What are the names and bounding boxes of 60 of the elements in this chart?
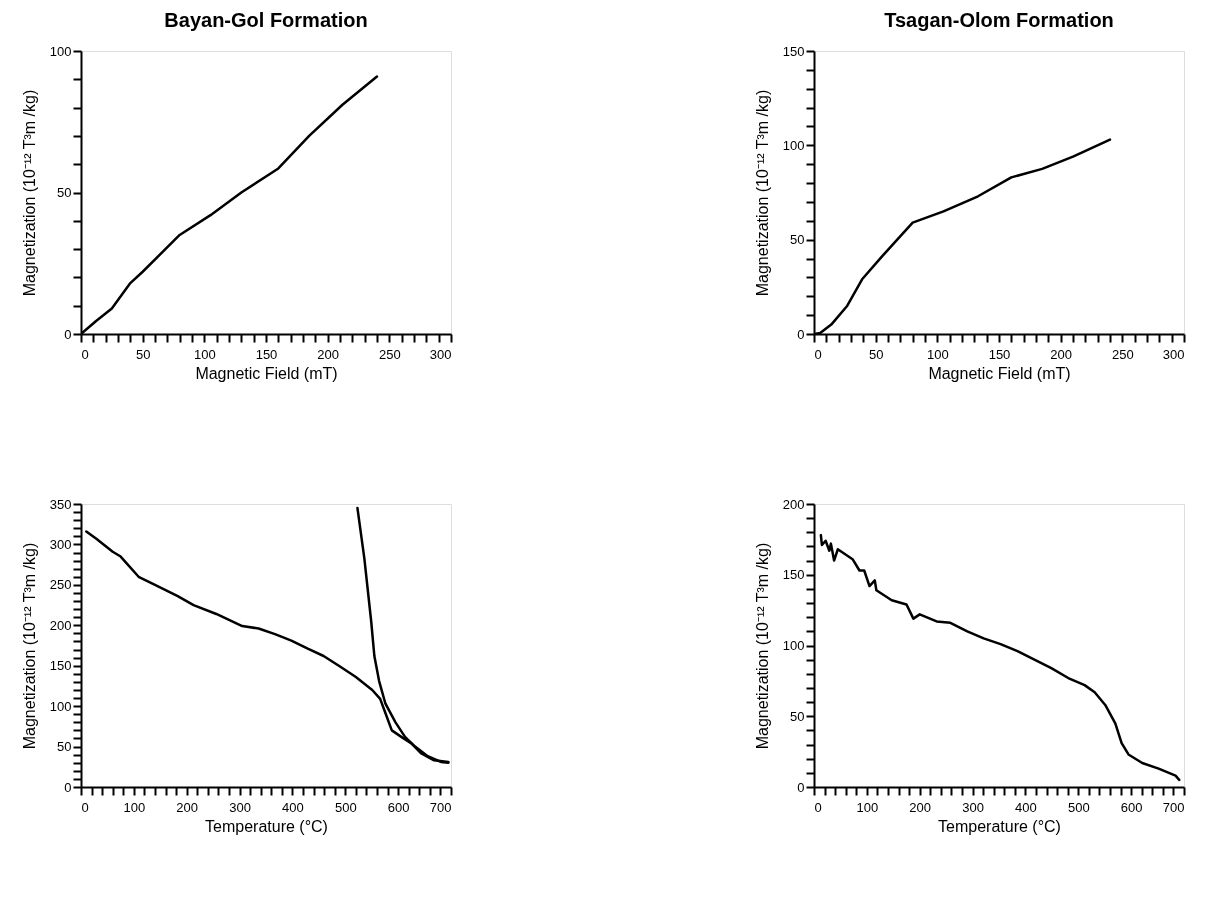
x-tick-label: 100 [123, 799, 146, 815]
x-axis-title: Temperature (°C) [938, 817, 1061, 835]
y-tick-label: 50 [57, 739, 72, 755]
x-tick-label: 0 [814, 799, 822, 815]
y-tick-label: 250 [49, 577, 72, 593]
x-tick-label: 150 [255, 346, 278, 362]
x-tick-label: 0 [814, 346, 822, 362]
x-tick-label: 250 [378, 346, 401, 362]
x-tick-label: 250 [1111, 346, 1134, 362]
x-tick-label: 50 [868, 346, 884, 362]
x-tick-label: 300 [229, 799, 251, 815]
x-tick-label: 150 [988, 346, 1011, 362]
x-axis-title: Temperature (°C) [205, 817, 328, 835]
x-tick-label: 600 [387, 799, 410, 815]
x-tick-label: 500 [334, 799, 357, 815]
y-axis-title: Magnetization (10⁻¹² T³m /kg) [20, 89, 38, 297]
y-tick-label: 200 [782, 496, 805, 512]
x-tick-label: 600 [1120, 799, 1143, 815]
y-tick-label: 150 [782, 567, 805, 583]
y-tick-label: 0 [797, 779, 805, 795]
x-tick-label: 200 [909, 799, 932, 815]
x-tick-label: 200 [1050, 346, 1073, 362]
x-axis-title: Magnetic Field (mT) [928, 364, 1071, 382]
x-tick-label: 100 [193, 346, 216, 362]
y-tick-label: 0 [64, 779, 72, 795]
y-axis-title: Magnetization (10⁻¹² T³m /kg) [753, 89, 771, 297]
y-tick-label: 50 [57, 185, 72, 200]
y-tick-label: 0 [64, 326, 72, 342]
y-tick-label: 0 [797, 326, 805, 342]
chart-title: Tsagan-Olom Formation [884, 9, 1114, 31]
y-axis-title: Magnetization (10⁻¹² T³m /kg) [753, 542, 771, 750]
x-tick-label: 500 [1067, 799, 1090, 815]
y-axis-title: Magnetization (10⁻¹² T³m /kg) [20, 542, 38, 750]
y-tick-label: 100 [49, 43, 72, 59]
x-tick-label: 400 [1015, 799, 1037, 815]
x-tick-label: 700 [429, 799, 452, 815]
x-tick-label: 0 [81, 799, 89, 815]
x-tick-label: 300 [1162, 346, 1185, 362]
x-tick-label: 400 [282, 799, 304, 815]
x-tick-label: 200 [317, 346, 340, 362]
x-tick-label: 100 [926, 346, 949, 362]
x-tick-label: 0 [81, 346, 89, 362]
y-tick-label: 150 [49, 658, 72, 674]
y-tick-label: 350 [49, 496, 72, 512]
y-tick-label: 100 [782, 638, 805, 653]
y-tick-label: 100 [49, 698, 72, 714]
x-tick-label: 200 [176, 799, 199, 815]
y-tick-label: 50 [790, 708, 805, 724]
y-tick-label: 200 [49, 617, 72, 633]
x-axis-title: Magnetic Field (mT) [195, 364, 338, 382]
x-tick-label: 50 [135, 346, 151, 362]
y-tick-label: 150 [782, 43, 805, 59]
y-tick-label: 300 [49, 536, 72, 552]
x-tick-label: 300 [962, 799, 984, 815]
x-tick-label: 100 [856, 799, 879, 815]
x-tick-label: 300 [429, 346, 452, 362]
x-tick-label: 700 [1162, 799, 1185, 815]
y-tick-label: 100 [782, 137, 805, 153]
chart-title: Bayan-Gol Formation [164, 9, 368, 31]
y-tick-label: 50 [790, 232, 805, 248]
